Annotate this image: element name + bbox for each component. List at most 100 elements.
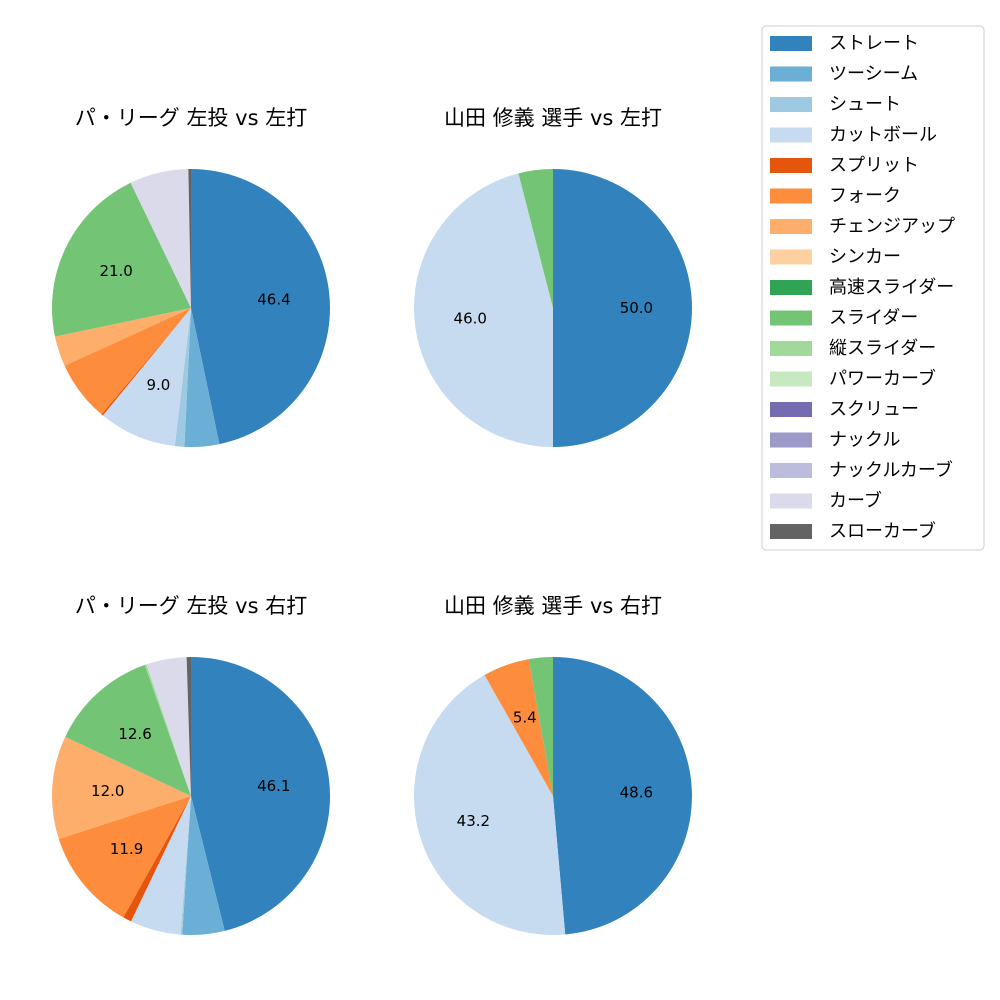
pie-slice-8 bbox=[130, 169, 191, 308]
pie-slice-1 bbox=[413, 675, 566, 935]
legend-label: スローカーブ bbox=[829, 520, 936, 542]
legend-swatch bbox=[770, 127, 812, 143]
pie-slice-2 bbox=[174, 308, 191, 447]
legend-label: シュート bbox=[829, 94, 901, 115]
legend-item: ナックル bbox=[770, 430, 900, 451]
pie-slice-9 bbox=[188, 169, 191, 308]
legend-item: スライダー bbox=[770, 308, 918, 329]
legend-swatch bbox=[770, 371, 812, 387]
legend-swatch bbox=[770, 310, 812, 326]
pie-slice-2 bbox=[180, 796, 191, 935]
pie-chart-left-pitcher-vs-left-batter: パ・リーグ 左投 vs 左打 46.4 9.0 21.0 bbox=[51, 106, 330, 447]
legend-item: シュート bbox=[770, 94, 901, 115]
pie-slice-2 bbox=[484, 659, 553, 796]
pie-slice-5 bbox=[64, 308, 191, 415]
pie-slice-1 bbox=[182, 796, 225, 936]
legend-swatch bbox=[770, 524, 812, 539]
slice-value-label: 48.6 bbox=[620, 783, 653, 801]
pie-slices: 46.4 9.0 21.0 bbox=[51, 169, 330, 447]
legend-label: カットボール bbox=[829, 125, 937, 146]
legend-swatch bbox=[770, 249, 812, 265]
chart-title: パ・リーグ 左投 vs 右打 bbox=[75, 594, 307, 618]
legend-label: チェンジアップ bbox=[829, 216, 955, 237]
legend-item: スプリット bbox=[770, 155, 919, 176]
legend-item: ストレート bbox=[770, 33, 919, 54]
slice-value-label: 43.2 bbox=[457, 812, 490, 830]
legend-item: 縦スライダー bbox=[770, 338, 936, 359]
legend: ストレートツーシームシュートカットボールスプリットフォークチェンジアップシンカー… bbox=[761, 25, 985, 551]
legend-items: ストレートツーシームシュートカットボールスプリットフォークチェンジアップシンカー… bbox=[770, 33, 955, 542]
legend-label: 高速スライダー bbox=[829, 277, 954, 298]
legend-swatch bbox=[770, 66, 812, 82]
legend-item: 高速スライダー bbox=[770, 277, 954, 298]
pie-slice-8 bbox=[144, 664, 191, 796]
slice-value-label: 46.4 bbox=[257, 290, 290, 308]
slice-value-label: 5.4 bbox=[513, 709, 537, 727]
legend-label: スライダー bbox=[829, 308, 918, 329]
legend-item: パワーカーブ bbox=[770, 368, 936, 390]
pie-chart-left-pitcher-vs-right-batter: パ・リーグ 左投 vs 右打 46.1 11.9 12.0 12.6 bbox=[51, 594, 331, 936]
legend-item: スローカーブ bbox=[770, 520, 936, 542]
legend-label: フォーク bbox=[829, 186, 901, 207]
legend-swatch bbox=[770, 219, 812, 234]
slice-value-label: 12.6 bbox=[118, 725, 151, 743]
slice-value-label: 50.0 bbox=[620, 299, 653, 317]
slice-value-label: 21.0 bbox=[99, 262, 132, 280]
legend-swatch bbox=[770, 463, 812, 478]
legend-item: フォーク bbox=[770, 186, 901, 207]
legend-swatch bbox=[770, 188, 812, 204]
pie-slice-3 bbox=[131, 796, 191, 935]
pie-chart-yamada-vs-left-batter: 山田 修義 選手 vs 左打 50.0 46.0 bbox=[414, 106, 692, 447]
legend-label: ツーシーム bbox=[829, 64, 918, 85]
chart-title: 山田 修義 選手 vs 左打 bbox=[444, 106, 662, 130]
legend-swatch bbox=[770, 341, 812, 356]
legend-item: スクリュー bbox=[770, 399, 919, 420]
legend-item: カットボール bbox=[770, 125, 937, 146]
pie-slice-5 bbox=[58, 796, 191, 918]
pie-slice-10 bbox=[186, 657, 191, 796]
pie-slices: 46.1 11.9 12.0 12.6 bbox=[51, 657, 331, 936]
slice-value-label: 9.0 bbox=[146, 376, 170, 394]
legend-item: チェンジアップ bbox=[770, 216, 955, 237]
chart-title: パ・リーグ 左投 vs 左打 bbox=[75, 106, 307, 130]
legend-label: スプリット bbox=[829, 155, 919, 176]
pie-chart-yamada-vs-right-batter: 山田 修義 選手 vs 右打 48.6 43.2 5.4 bbox=[413, 594, 692, 935]
legend-item: カーブ bbox=[770, 490, 882, 512]
legend-label: ストレート bbox=[829, 33, 919, 54]
pie-slices: 50.0 46.0 bbox=[414, 169, 692, 447]
legend-label: カーブ bbox=[829, 490, 882, 512]
legend-label: ナックルカーブ bbox=[829, 459, 953, 481]
slice-value-label: 46.1 bbox=[257, 777, 290, 795]
legend-label: パワーカーブ bbox=[829, 368, 936, 390]
legend-label: ナックル bbox=[829, 430, 900, 451]
pie-slice-6 bbox=[51, 736, 191, 839]
pie-slice-0 bbox=[191, 169, 330, 445]
legend-swatch bbox=[770, 36, 812, 51]
legend-label: スクリュー bbox=[829, 399, 919, 420]
pie-slice-0 bbox=[191, 657, 331, 931]
pie-slice-7 bbox=[51, 182, 191, 337]
legend-label: 縦スライダー bbox=[829, 338, 936, 359]
legend-item: ナックルカーブ bbox=[770, 459, 953, 481]
pie-slice-6 bbox=[54, 308, 191, 366]
legend-swatch bbox=[770, 493, 812, 509]
slice-value-label: 11.9 bbox=[110, 840, 143, 858]
slice-value-label: 12.0 bbox=[91, 782, 124, 800]
legend-swatch bbox=[770, 432, 812, 448]
slice-value-label: 46.0 bbox=[454, 309, 487, 327]
pie-slice-7 bbox=[65, 664, 191, 796]
pie-slice-0 bbox=[553, 657, 692, 935]
pie-slice-1 bbox=[414, 173, 553, 447]
pie-slice-2 bbox=[518, 169, 553, 308]
pie-slices: 48.6 43.2 5.4 bbox=[413, 657, 692, 935]
legend-frame bbox=[761, 25, 985, 551]
legend-label: シンカー bbox=[829, 247, 901, 268]
pie-slice-4 bbox=[101, 308, 191, 416]
pie-slice-0 bbox=[553, 169, 692, 447]
legend-item: ツーシーム bbox=[770, 64, 918, 85]
chart-title: 山田 修義 選手 vs 右打 bbox=[444, 594, 662, 618]
legend-swatch bbox=[770, 280, 812, 295]
pie-slice-9 bbox=[146, 657, 191, 796]
pie-slice-3 bbox=[102, 308, 191, 447]
